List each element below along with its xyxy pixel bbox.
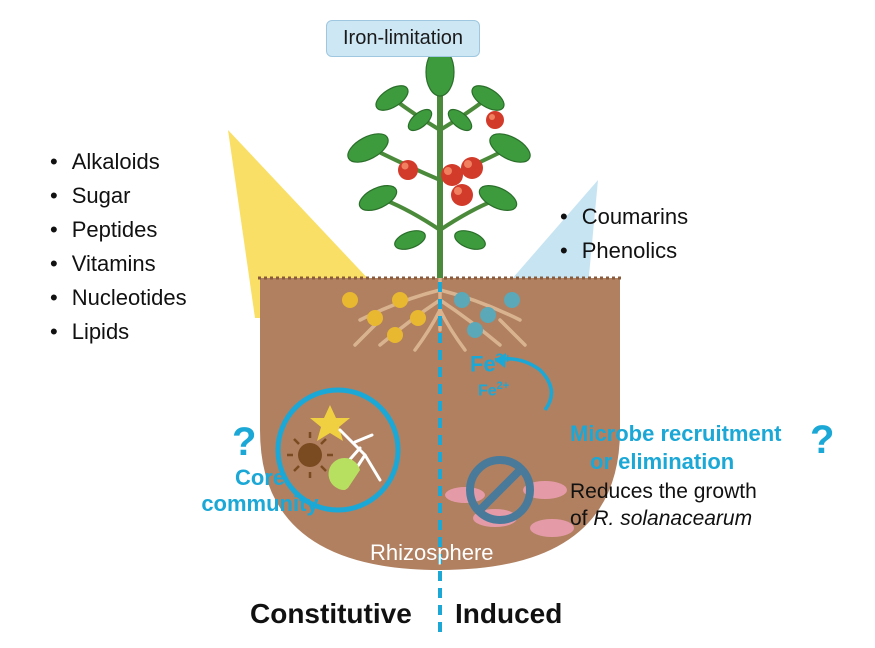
list-item: Phenolics (560, 234, 688, 268)
question-right: ? (810, 418, 834, 463)
microbe-line2: or elimination (570, 448, 782, 476)
list-item: Coumarins (560, 200, 688, 234)
list-item: Lipids (50, 315, 187, 349)
induced-list: Coumarins Phenolics (560, 200, 688, 268)
fe2-text: Fe (478, 382, 497, 399)
reduces-label: Reduces the growth of R. solanacearum (570, 478, 757, 533)
induced-label: Induced (455, 598, 562, 630)
list-item: Vitamins (50, 247, 187, 281)
list-item: Peptides (50, 213, 187, 247)
microbe-label: Microbe recruitment or elimination (570, 420, 782, 475)
fe3-sup: 3+ (496, 350, 512, 366)
reduces-species: R. solanacearum (593, 507, 752, 530)
reduces-line1: Reduces the growth (570, 478, 757, 505)
constitutive-label: Constitutive (250, 598, 412, 630)
fe3-label: Fe3+ (470, 350, 512, 377)
fe3-text: Fe (470, 351, 496, 376)
list-item: Alkaloids (50, 145, 187, 179)
reduces-of: of (570, 507, 593, 530)
iron-limitation-badge: Iron-limitation (326, 20, 480, 57)
constitutive-list: Alkaloids Sugar Peptides Vitamins Nucleo… (50, 145, 187, 350)
core-line2: community (195, 491, 325, 517)
plant (343, 48, 534, 278)
list-item: Sugar (50, 179, 187, 213)
microbe-line1: Microbe recruitment (570, 420, 782, 448)
list-item: Nucleotides (50, 281, 187, 315)
fe2-label: Fe2+ (478, 380, 509, 400)
question-left: ? (232, 420, 256, 465)
fe2-sup: 2+ (497, 380, 510, 392)
core-line1: Core (195, 465, 325, 491)
rhizosphere-label: Rhizosphere (370, 540, 494, 566)
core-community-label: Core community (195, 465, 325, 517)
reduces-line2: of R. solanacearum (570, 505, 757, 532)
